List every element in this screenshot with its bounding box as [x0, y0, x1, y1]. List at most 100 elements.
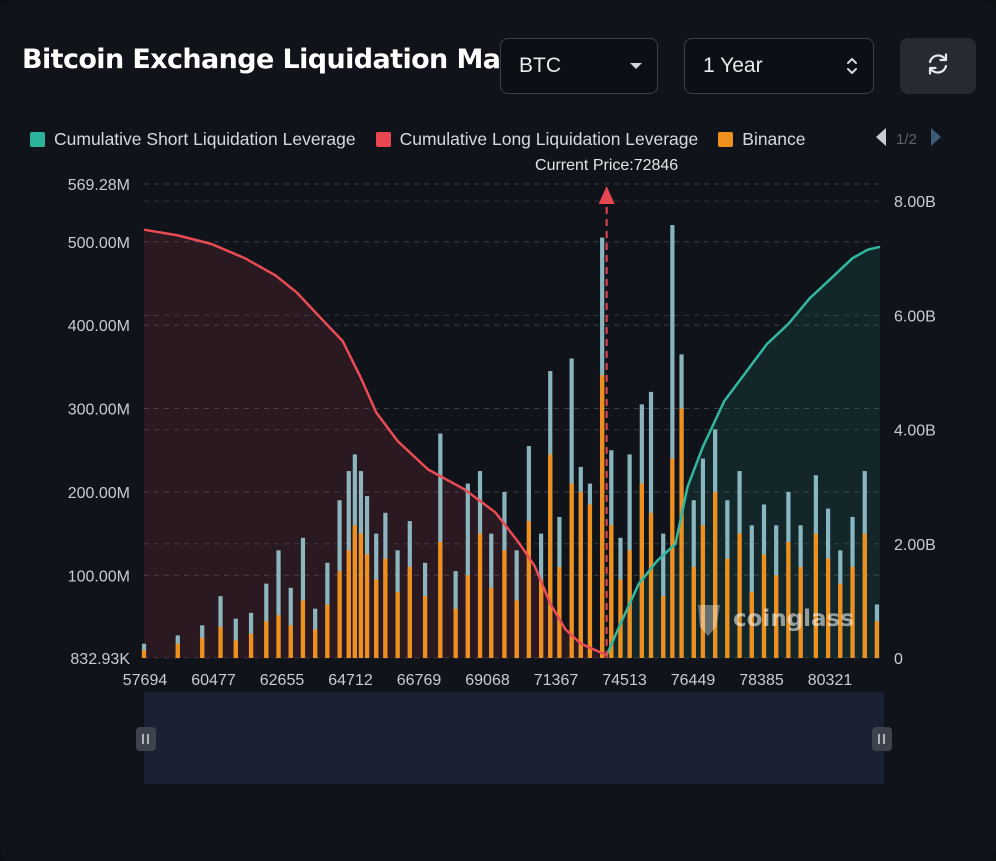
watermark-text: coinglass [733, 606, 854, 632]
total-bar [288, 587, 293, 658]
x-tick-label: 78385 [739, 672, 784, 689]
binance-bar [233, 640, 238, 658]
binance-bar [838, 583, 843, 658]
refresh-button[interactable] [900, 38, 976, 94]
x-tick-label: 64712 [328, 672, 373, 689]
legend-prev-icon[interactable] [874, 127, 888, 151]
legend-item-short[interactable]: Cumulative Short Liquidation Leverage [30, 129, 356, 150]
binance-bar [514, 600, 519, 658]
total-bar [465, 483, 470, 658]
total-bar [300, 537, 306, 658]
x-tick-label: 69068 [465, 672, 510, 689]
total-bar [670, 225, 675, 658]
binance-bar [352, 525, 357, 658]
left-tick-label: 569.28M [68, 177, 130, 194]
slider-handle-right [872, 727, 892, 751]
x-tick-label: 60477 [191, 672, 236, 689]
legend-swatch-long [375, 131, 391, 147]
right-tick-label: 6.00B [894, 308, 936, 325]
left-tick-label: 832.93K [70, 651, 130, 668]
binance-bar [422, 596, 428, 658]
binance-bar [618, 579, 623, 658]
binance-bar [600, 375, 605, 658]
binance-bar [548, 454, 553, 658]
binance-bar [465, 575, 470, 658]
right-tick-label: 4.00B [894, 423, 936, 440]
binance-bar [489, 587, 494, 658]
binance-bar [700, 525, 706, 658]
caret-down-icon [615, 62, 657, 70]
binance-bar [587, 504, 593, 658]
binance-bar [383, 558, 388, 658]
binance-bar [691, 566, 696, 658]
binance-bar [639, 483, 644, 658]
binance-bar [670, 458, 675, 658]
binance-bar [774, 575, 779, 658]
binance-bar [557, 566, 562, 658]
binance-bar [364, 554, 370, 658]
period-select[interactable]: 1 Year [684, 38, 874, 94]
x-tick-label: 57694 [123, 672, 168, 689]
left-axis: 832.93K 100.00M 200.00M 300.00M 400.00M 500.0… [68, 177, 131, 668]
long-liquidation-line [143, 228, 608, 657]
binance-bar [313, 629, 318, 658]
binance-bar [526, 521, 531, 658]
binance-bar [175, 643, 180, 658]
binance-bar [648, 512, 654, 658]
short-liquidation-line [605, 245, 881, 656]
coinglass-watermark: coinglass [698, 605, 854, 636]
binance-bar [502, 550, 507, 658]
binance-bar [761, 554, 767, 658]
left-tick-label: 500.00M [68, 235, 130, 252]
binance-bar [825, 558, 831, 658]
right-axis: 0 2.00B 4.00B 6.00B 8.00B [894, 194, 936, 668]
left-tick-label: 200.00M [68, 485, 130, 502]
x-tick-label: 76449 [671, 672, 716, 689]
binance-bar [200, 637, 205, 658]
period-select-value: 1 Year [703, 54, 763, 77]
total-bar [233, 618, 238, 658]
binance-bar [786, 541, 791, 658]
right-tick-label: 0 [894, 651, 903, 668]
binance-bar [737, 533, 742, 658]
legend-label-binance: Binance [742, 128, 806, 149]
current-price-marker: Current Price:72846 [535, 157, 678, 658]
binance-bar [264, 621, 269, 658]
binance-bar [679, 408, 684, 658]
chart-legend: Cumulative Short Liquidation Leverage Cu… [30, 126, 860, 152]
legend-label-long: Cumulative Long Liquidation Leverage [399, 128, 699, 149]
legend-swatch-binance [718, 131, 734, 147]
right-tick-label: 8.00B [894, 194, 936, 211]
legend-swatch-short [30, 131, 45, 147]
legend-item-binance[interactable]: Binance [718, 128, 806, 150]
coin-select[interactable]: BTC [500, 38, 658, 94]
binance-bar [538, 579, 544, 658]
binance-bar [713, 491, 718, 658]
binance-bar [395, 591, 400, 658]
legend-next-icon[interactable] [929, 127, 943, 151]
binance-bar [218, 627, 223, 658]
binance-bar [874, 621, 880, 658]
current-price-label: Current Price:72846 [535, 157, 678, 174]
binance-bar [407, 566, 412, 658]
x-axis: 57694 60477 62655 64712 66769 69068 71367 74513… [123, 672, 853, 689]
coin-select-value: BTC [519, 54, 561, 77]
binance-bar [569, 483, 574, 658]
binance-bar [578, 491, 583, 658]
legend-label-short: Cumulative Short Liquidation Leverage [54, 128, 356, 149]
legend-pager: 1/2 [874, 124, 974, 154]
binance-bar [337, 571, 342, 658]
total-bar [661, 533, 666, 658]
left-tick-label: 400.00M [68, 318, 130, 335]
binance-bar [453, 608, 458, 658]
slider-handle-left [136, 727, 156, 751]
legend-item-long[interactable]: Cumulative Long Liquidation Leverage [375, 128, 699, 150]
binance-bar [276, 615, 281, 658]
binance-bar [248, 633, 254, 658]
binance-bar [609, 525, 614, 658]
x-tick-label: 80321 [808, 672, 853, 689]
binance-bar [661, 596, 666, 658]
binance-bar [862, 533, 867, 658]
binance-bar [813, 533, 818, 658]
left-tick-label: 300.00M [68, 402, 130, 419]
